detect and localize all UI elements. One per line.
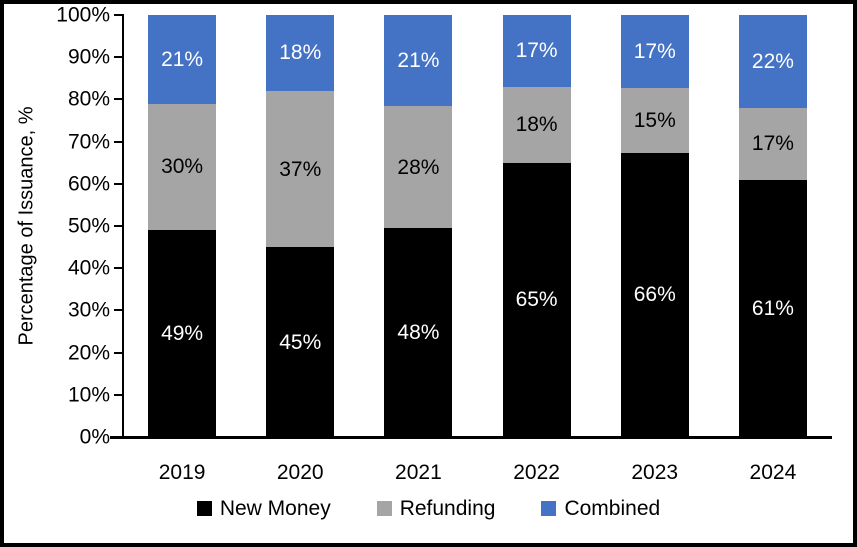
legend-label: Combined (564, 497, 661, 520)
y-tick (114, 56, 124, 59)
bar-segment: 15% (620, 88, 689, 153)
y-tick-label: 80% (67, 87, 110, 111)
x-axis-label: 2024 (749, 461, 797, 484)
bar-label: 18% (279, 41, 322, 65)
bar-label: 17% (515, 39, 558, 63)
y-tick-label: 30% (67, 298, 110, 322)
y-tick-label: 40% (67, 256, 110, 280)
plot-area: 0% 10% 20% 30% 40% 50% 60% 70% 80% 90% 100% 49% 30%… (56, 5, 832, 484)
y-tick (114, 436, 124, 438)
legend-swatch-icon (376, 501, 392, 516)
bar-segment: 65% (502, 162, 571, 437)
bar-label: 65% (515, 288, 558, 312)
y-tick-label: 0% (79, 425, 110, 449)
y-tick-label: 90% (67, 45, 110, 69)
legend-item: Refunding (376, 497, 496, 520)
y-tick (114, 267, 124, 270)
x-axis-label: 2023 (631, 461, 679, 484)
bar-segment: 18% (502, 86, 571, 163)
bar-segment: 17% (738, 107, 807, 180)
bar-label: 22% (751, 49, 794, 73)
y-tick (114, 309, 124, 312)
y-tick-label: 50% (67, 214, 110, 238)
y-tick (114, 98, 124, 101)
y-tick (114, 225, 124, 227)
y-axis-line (122, 15, 124, 439)
y-tick-label: 20% (67, 341, 110, 365)
y-tick (114, 182, 124, 185)
y-tick (114, 351, 124, 354)
bar-label: 17% (751, 132, 794, 156)
y-tick-label: 70% (67, 130, 110, 154)
bar-segment: 22% (738, 15, 807, 108)
x-axis-label: 2019 (158, 461, 206, 484)
bar-segment: 66% (620, 152, 689, 437)
y-tick-label: 100% (56, 3, 110, 27)
bar-segment: 48% (384, 228, 453, 437)
y-tick (114, 393, 124, 396)
y-tick (114, 14, 124, 16)
bar-label: 30% (161, 155, 204, 179)
bar-label: 15% (633, 108, 676, 132)
bar-segment: 18% (266, 15, 335, 91)
legend-label: New Money (219, 497, 331, 520)
legend-label: Refunding (399, 497, 496, 520)
bar-segment: 28% (384, 106, 453, 229)
bar-segment: 49% (148, 230, 217, 437)
bar-label: 37% (279, 157, 322, 181)
x-axis-label: 2020 (276, 461, 324, 484)
bar-label: 66% (633, 283, 676, 307)
bar-segment: 30% (148, 103, 217, 231)
legend-swatch-icon (541, 501, 557, 516)
legend-item: Combined (541, 498, 660, 519)
x-axis-line (110, 436, 832, 439)
bar-segment: 37% (266, 90, 335, 248)
x-axis-label: 2021 (395, 461, 442, 484)
bar-label: 61% (751, 296, 794, 320)
bar-label: 18% (515, 113, 558, 137)
bar-label: 28% (397, 155, 440, 179)
bar-segment: 45% (266, 247, 335, 437)
bar-label: 48% (397, 321, 440, 345)
legend: New Money Refunding Combined (4, 498, 853, 519)
bar-segment: 61% (738, 179, 807, 437)
bar-label: 49% (161, 322, 204, 346)
bar-segment: 17% (502, 15, 571, 87)
bar-segment: 21% (384, 15, 453, 107)
legend-swatch-icon (196, 501, 212, 516)
bar-segment: 21% (148, 15, 217, 104)
legend-item: New Money (196, 497, 331, 520)
y-tick-label: 60% (67, 172, 110, 196)
bar-label: 21% (161, 47, 204, 71)
bar-label: 45% (279, 330, 322, 354)
x-axis-label: 2022 (513, 461, 560, 484)
bar-label: 21% (397, 49, 440, 73)
y-tick (114, 140, 124, 143)
bar-segment: 17% (620, 15, 689, 89)
bar-label: 17% (633, 40, 676, 64)
y-tick-label: 10% (67, 383, 110, 407)
